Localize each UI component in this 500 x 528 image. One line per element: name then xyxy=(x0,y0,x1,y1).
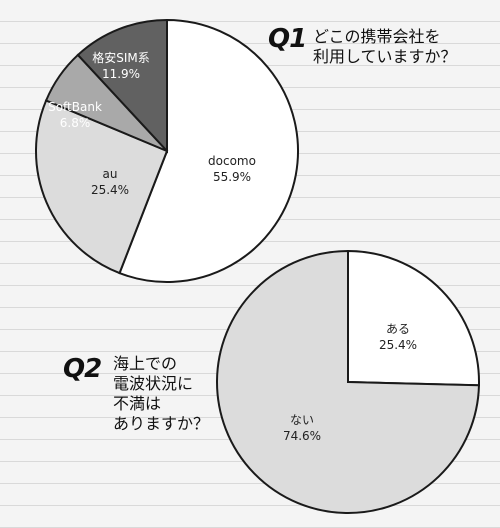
q1-question-text: どこの携帯会社を 利用していますか？ xyxy=(313,27,457,66)
q1-number-label: Q1 xyxy=(268,24,307,54)
pie1-slice-label-3: 格安SIM系 xyxy=(92,50,150,65)
q2-question-text: 海上での 電波状況に 不満は ありますか？ xyxy=(113,354,210,433)
pie1-slice-value-1: 25.4% xyxy=(91,183,129,197)
pie2-slice-slice-0 xyxy=(347,249,480,387)
pie1-slice-docomo-0 xyxy=(118,18,299,283)
pie1-slice-label-1: au xyxy=(103,167,118,181)
pie-chart-2: ある 25.4% ない 74.6% xyxy=(216,249,480,514)
pie2-slice-value-0: 25.4% xyxy=(379,338,417,352)
pie1-slice-value-3: 11.9% xyxy=(102,67,140,81)
pie1-slice-value-0: 55.9% xyxy=(213,170,251,184)
pie-chart-1: docomo 55.9% au 25.4% SoftBank 6.8% 格安SIM系 11.9… xyxy=(35,18,299,283)
q2-number-label: Q2 xyxy=(63,354,102,384)
pie1-slice-value-2: 6.8% xyxy=(60,116,91,130)
pie2-slice-label-0: ある xyxy=(386,322,410,336)
pie1-slice-label-2: SoftBank xyxy=(48,100,102,114)
pie2-slice-label-1: ない xyxy=(290,413,314,427)
pie2-slice-slice-1 xyxy=(216,249,480,514)
pie1-slice-label-0: docomo xyxy=(208,154,256,168)
pie1-slice-sim-3 xyxy=(76,18,168,154)
pie2-slice-value-1: 74.6% xyxy=(283,429,321,443)
pie1-slice-au-1 xyxy=(35,99,169,275)
